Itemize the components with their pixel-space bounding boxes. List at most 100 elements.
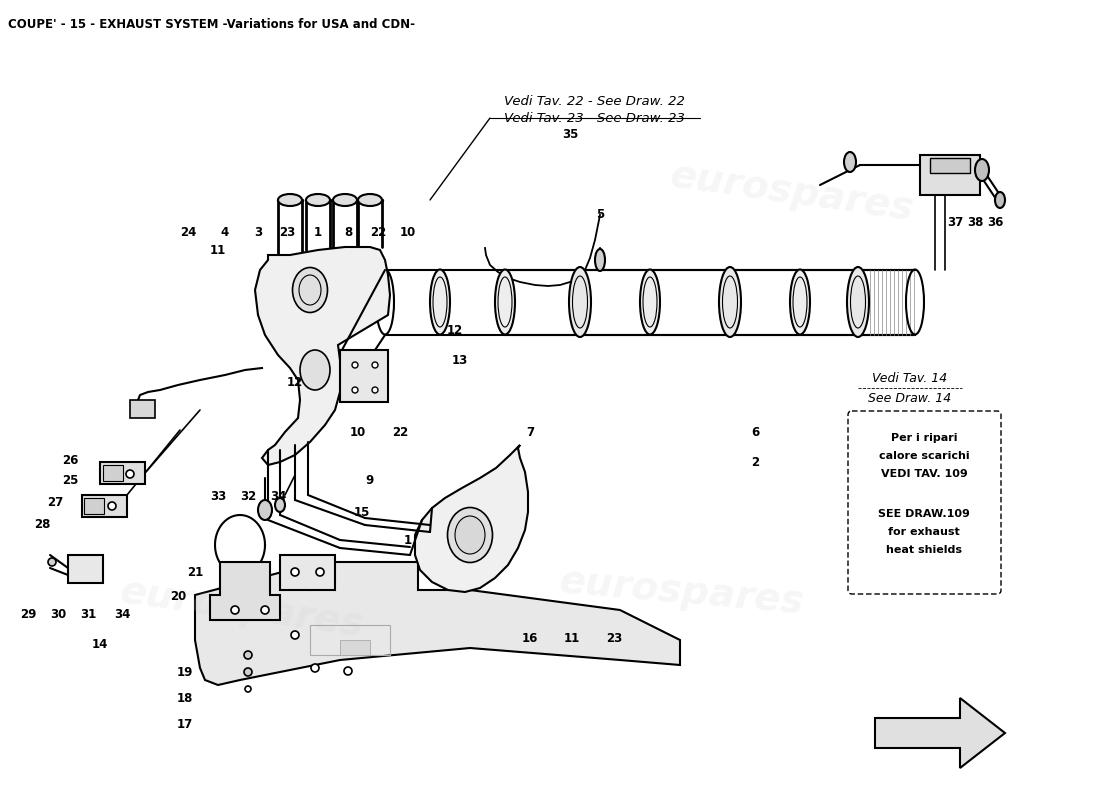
Polygon shape xyxy=(415,445,528,592)
Text: 14: 14 xyxy=(91,638,108,651)
Text: Vedi Tav. 23 - See Draw. 23: Vedi Tav. 23 - See Draw. 23 xyxy=(504,112,684,125)
Text: for exhaust: for exhaust xyxy=(888,527,960,537)
Bar xyxy=(310,625,390,655)
Ellipse shape xyxy=(333,194,358,206)
Text: 34: 34 xyxy=(113,607,130,621)
Ellipse shape xyxy=(448,507,493,562)
Ellipse shape xyxy=(244,651,252,659)
Bar xyxy=(340,640,370,655)
Ellipse shape xyxy=(292,568,299,576)
Ellipse shape xyxy=(975,159,989,181)
Text: 22: 22 xyxy=(392,426,408,438)
Text: 4: 4 xyxy=(221,226,229,239)
Polygon shape xyxy=(255,247,390,465)
Text: 24: 24 xyxy=(179,226,196,239)
Ellipse shape xyxy=(278,194,303,206)
Ellipse shape xyxy=(790,270,810,334)
Ellipse shape xyxy=(292,631,299,639)
Text: 36: 36 xyxy=(987,215,1003,229)
Text: eurospares: eurospares xyxy=(668,156,916,228)
Ellipse shape xyxy=(48,558,56,566)
Text: 6: 6 xyxy=(751,426,759,438)
Text: 19: 19 xyxy=(177,666,194,678)
Text: 30: 30 xyxy=(50,607,66,621)
Ellipse shape xyxy=(275,498,285,512)
Ellipse shape xyxy=(108,502,115,510)
Text: 1: 1 xyxy=(314,226,322,239)
Text: 9: 9 xyxy=(366,474,374,486)
Text: 20: 20 xyxy=(169,590,186,602)
Ellipse shape xyxy=(372,387,378,393)
Text: 26: 26 xyxy=(62,454,78,466)
Ellipse shape xyxy=(261,606,270,614)
Text: SEE DRAW.109: SEE DRAW.109 xyxy=(878,509,970,519)
Text: heat shields: heat shields xyxy=(886,545,962,555)
Text: 21: 21 xyxy=(187,566,204,578)
Bar xyxy=(280,555,336,590)
Text: 22: 22 xyxy=(370,226,386,239)
Bar xyxy=(920,155,980,195)
Text: 34: 34 xyxy=(270,490,286,503)
Bar xyxy=(103,465,123,481)
Text: 12: 12 xyxy=(287,375,304,389)
Ellipse shape xyxy=(358,194,382,206)
Text: 10: 10 xyxy=(350,426,366,438)
Ellipse shape xyxy=(311,664,319,672)
Text: 33: 33 xyxy=(210,490,227,503)
Ellipse shape xyxy=(495,270,515,334)
Ellipse shape xyxy=(372,362,378,368)
Ellipse shape xyxy=(344,667,352,675)
Text: 23: 23 xyxy=(606,631,623,645)
Text: 15: 15 xyxy=(354,506,371,518)
FancyBboxPatch shape xyxy=(848,411,1001,594)
Ellipse shape xyxy=(430,270,450,334)
Ellipse shape xyxy=(569,267,591,337)
Text: 28: 28 xyxy=(34,518,51,530)
Ellipse shape xyxy=(244,668,252,676)
Ellipse shape xyxy=(126,470,134,478)
Text: 25: 25 xyxy=(62,474,78,486)
Text: 3: 3 xyxy=(254,226,262,239)
Bar xyxy=(82,495,126,517)
Text: Vedi Tav. 14: Vedi Tav. 14 xyxy=(872,371,947,385)
Text: 10: 10 xyxy=(400,226,416,239)
Text: 35: 35 xyxy=(562,129,579,142)
Text: 17: 17 xyxy=(177,718,194,730)
Text: COUPE' - 15 - EXHAUST SYSTEM -Variations for USA and CDN-: COUPE' - 15 - EXHAUST SYSTEM -Variations… xyxy=(8,18,415,31)
Text: 32: 32 xyxy=(240,490,256,503)
Ellipse shape xyxy=(595,249,605,271)
Text: eurospares: eurospares xyxy=(558,562,806,622)
Ellipse shape xyxy=(455,516,485,554)
Bar xyxy=(130,400,155,418)
Text: 11: 11 xyxy=(564,631,580,645)
Polygon shape xyxy=(195,562,680,685)
Polygon shape xyxy=(210,562,280,620)
Text: 18: 18 xyxy=(177,691,194,705)
Polygon shape xyxy=(874,698,1005,768)
Ellipse shape xyxy=(640,270,660,334)
Text: VEDI TAV. 109: VEDI TAV. 109 xyxy=(881,469,967,479)
Text: 23: 23 xyxy=(279,226,295,239)
Ellipse shape xyxy=(258,500,272,520)
Ellipse shape xyxy=(847,267,869,337)
Text: 13: 13 xyxy=(452,354,469,366)
Ellipse shape xyxy=(231,606,239,614)
Ellipse shape xyxy=(300,350,330,390)
Bar xyxy=(930,158,970,173)
Bar xyxy=(340,350,388,402)
Text: 8: 8 xyxy=(344,226,352,239)
Bar xyxy=(84,498,104,514)
Text: calore scarichi: calore scarichi xyxy=(879,451,969,461)
Ellipse shape xyxy=(719,267,741,337)
Ellipse shape xyxy=(996,192,1005,208)
Text: 1: 1 xyxy=(404,534,412,546)
Text: 11: 11 xyxy=(210,243,227,257)
Text: Vedi Tav. 22 - See Draw. 22: Vedi Tav. 22 - See Draw. 22 xyxy=(504,95,684,108)
Text: 5: 5 xyxy=(596,209,604,222)
Text: eurospares: eurospares xyxy=(118,572,366,644)
Text: 27: 27 xyxy=(47,495,63,509)
Bar xyxy=(100,462,145,484)
Text: See Draw. 14: See Draw. 14 xyxy=(868,391,952,405)
Text: 31: 31 xyxy=(80,607,96,621)
Text: 12: 12 xyxy=(447,323,463,337)
